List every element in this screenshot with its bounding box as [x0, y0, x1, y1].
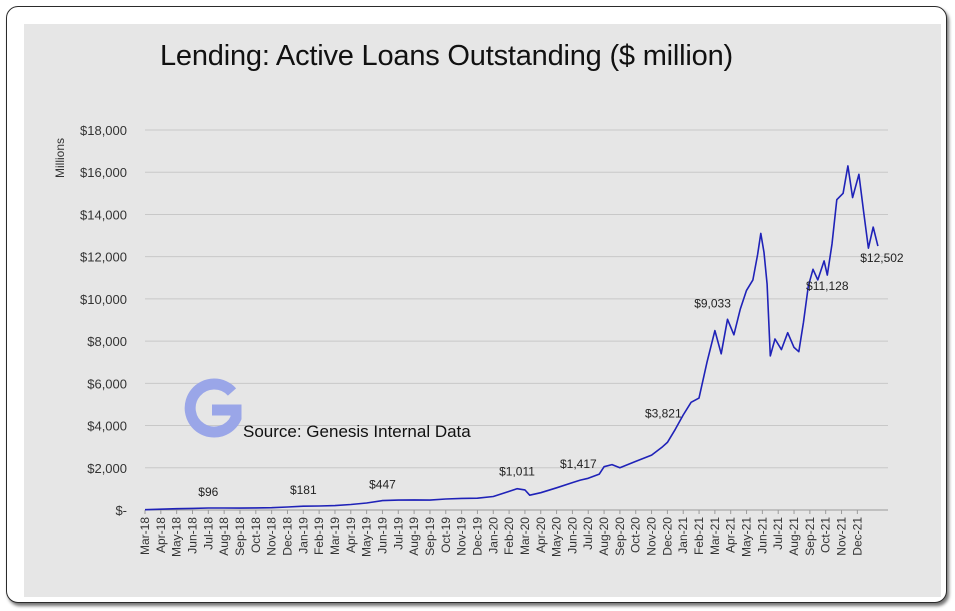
x-tick-label: Apr-21 [724, 517, 738, 553]
x-tick-label: Aug-21 [787, 517, 801, 556]
y-tick-label: $12,000 [80, 250, 127, 265]
x-tick-label: Aug-19 [407, 517, 421, 556]
x-tick-label: Oct-19 [439, 517, 453, 553]
x-tick-label: Oct-18 [249, 517, 263, 553]
x-tick-label: Dec-20 [660, 517, 674, 556]
x-tick-label: Apr-20 [534, 517, 548, 553]
y-tick-label: $16,000 [80, 165, 127, 180]
x-tick-label: Jan-21 [676, 517, 690, 554]
data-label: $11,128 [806, 279, 849, 293]
x-tick-label: Dec-19 [470, 517, 484, 556]
data-label: $181 [290, 483, 317, 497]
chart-title: Lending: Active Loans Outstanding ($ mil… [160, 40, 733, 72]
x-tick-label: Mar-19 [328, 517, 342, 555]
x-tick-label: Nov-21 [835, 517, 849, 556]
gridlines [145, 129, 888, 511]
x-tick-label: Jan-20 [486, 517, 500, 554]
genesis-g-logo [184, 378, 242, 438]
data-labels: $96 $181 $447 $1,011 $1,417 $3,821 $9,033 $11,1… [198, 251, 904, 499]
x-tick-label: Mar-18 [138, 517, 152, 555]
x-tick-label: Aug-18 [217, 517, 231, 556]
y-tick-label: $2,000 [87, 461, 127, 476]
y-tick-label: $6,000 [87, 376, 127, 391]
data-label: $12,502 [860, 251, 904, 265]
y-tick-label: $8,000 [87, 334, 127, 349]
x-tick-label: Jun-18 [185, 517, 199, 554]
x-tick-label: Jul-21 [771, 517, 785, 550]
data-label: $1,417 [560, 457, 597, 471]
x-tick-label: Mar-20 [518, 517, 532, 555]
x-tick-label: Nov-19 [455, 517, 469, 556]
x-tick-label: Jun-20 [565, 517, 579, 554]
x-tick-label: Feb-21 [692, 517, 706, 555]
x-tick-label: Sep-19 [423, 517, 437, 556]
x-tick-label: Oct-21 [819, 517, 833, 553]
x-tick-label: Dec-18 [280, 517, 294, 556]
logo-g-shape [184, 378, 242, 438]
data-label: $96 [198, 485, 218, 499]
x-tick-label: Jul-20 [581, 517, 595, 550]
x-tick-label: Jun-21 [755, 517, 769, 554]
y-tick-label: $18,000 [80, 123, 127, 138]
x-tick-label: Jun-19 [375, 517, 389, 554]
y-tick-label: $10,000 [80, 292, 127, 307]
x-tick-label: May-18 [170, 517, 184, 557]
x-tick-label: Nov-18 [265, 517, 279, 556]
x-tick-label: Mar-21 [708, 517, 722, 555]
x-tick-label: Sep-21 [803, 517, 817, 556]
x-tick-label: Sep-18 [233, 517, 247, 556]
data-label: $447 [369, 478, 396, 492]
x-tick-label: Apr-19 [344, 517, 358, 553]
x-tick-label: Jul-18 [201, 517, 215, 550]
y-axis-ticks: $- $2,000 $4,000 $6,000 $8,000 $10,000 $12,000… [80, 123, 127, 518]
x-tick-label: Jul-19 [391, 517, 405, 550]
x-tick-label: Feb-19 [312, 517, 326, 555]
x-tick-label: Oct-20 [629, 517, 643, 553]
y-tick-label: $14,000 [80, 207, 127, 222]
x-tick-label: May-21 [740, 517, 754, 557]
y-tick-label: $- [115, 503, 127, 518]
x-tick-label: Dec-21 [850, 517, 864, 556]
slide-frame [6, 6, 947, 603]
chart-panel [24, 24, 941, 597]
x-tick-label: Nov-20 [645, 517, 659, 556]
x-tick-label: Feb-20 [502, 517, 516, 555]
source-note: Source: Genesis Internal Data [243, 422, 471, 441]
y-tick-label: $4,000 [87, 419, 127, 434]
x-tick-label: May-20 [550, 517, 564, 557]
y-axis-label: Millions [53, 138, 67, 178]
x-tick-label: Aug-20 [597, 517, 611, 556]
series-line [144, 165, 879, 511]
x-tick-label: Jan-19 [296, 517, 310, 554]
x-tick-label: Sep-20 [613, 517, 627, 556]
x-tick-label: Apr-18 [154, 517, 168, 553]
x-axis-ticks: Mar-18 Apr-18 May-18 Jun-18 Jul-18 Aug-18 Sep-… [138, 510, 864, 557]
data-label: $3,821 [645, 406, 682, 420]
data-label: $9,033 [694, 296, 731, 310]
data-label: $1,011 [499, 465, 535, 479]
x-tick-label: May-19 [360, 517, 374, 557]
